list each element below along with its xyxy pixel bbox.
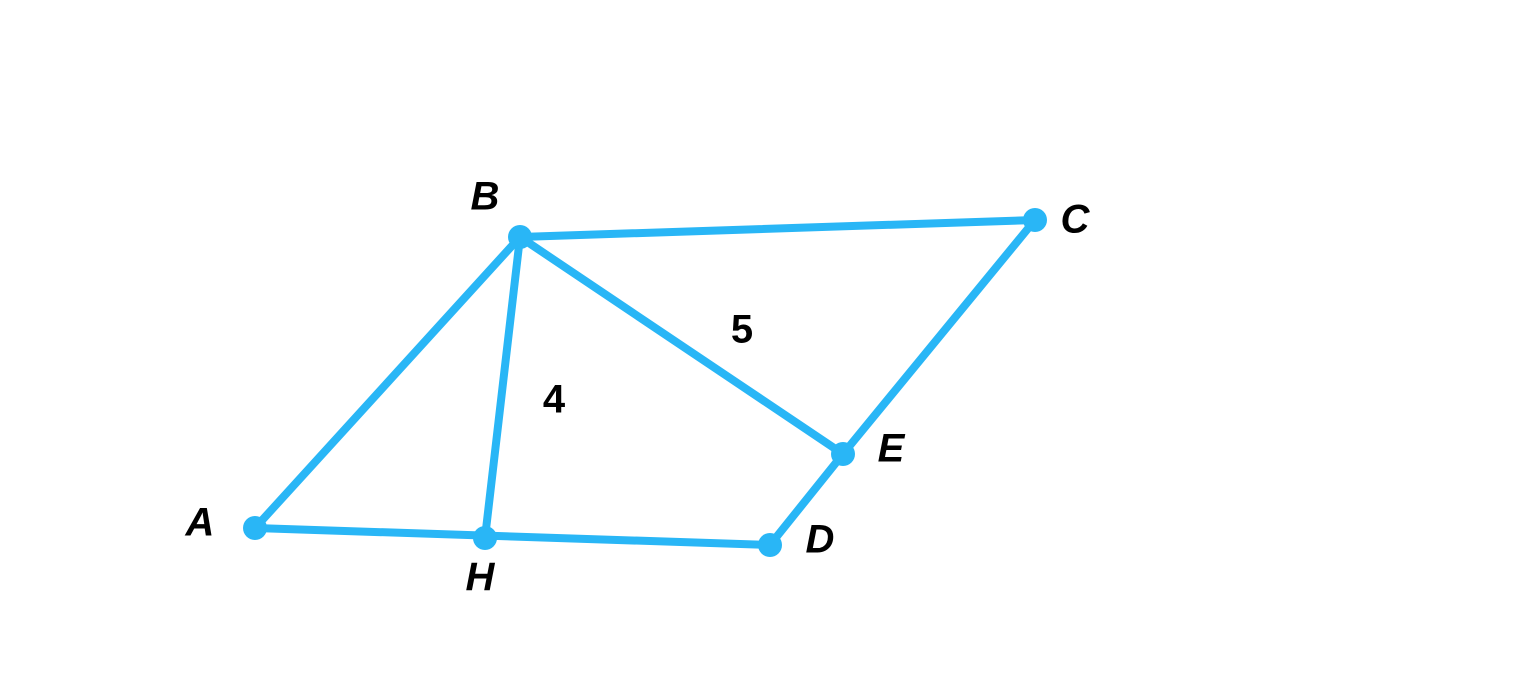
edge-B-H: [485, 237, 520, 538]
point-D: [758, 533, 782, 557]
label-point-D: D: [806, 518, 835, 563]
label-point-B: B: [471, 175, 500, 220]
edge-label-0: 4: [543, 378, 565, 423]
point-A: [243, 516, 267, 540]
label-point-A: A: [186, 501, 215, 546]
geometry-diagram: A B C D E H 4 5: [0, 0, 1536, 684]
label-point-H: H: [466, 556, 495, 601]
edge-B-C: [520, 220, 1035, 237]
edge-label-1: 5: [731, 308, 753, 353]
label-point-E: E: [878, 427, 905, 472]
point-C: [1023, 208, 1047, 232]
point-B: [508, 225, 532, 249]
point-E: [831, 442, 855, 466]
edge-A-B: [255, 237, 520, 528]
diagram-svg: [0, 0, 1536, 684]
edge-B-E: [520, 237, 843, 454]
edge-C-E: [843, 220, 1035, 454]
label-point-C: C: [1061, 198, 1090, 243]
point-H: [473, 526, 497, 550]
edge-A-D: [255, 528, 770, 545]
